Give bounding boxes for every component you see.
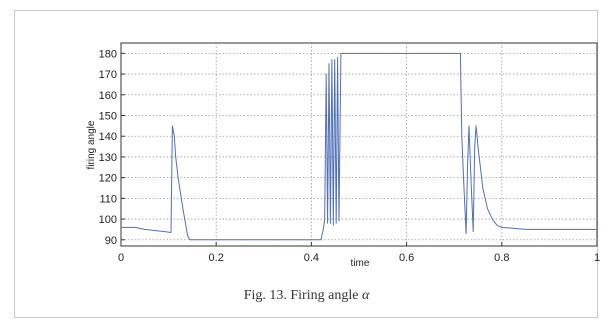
x-tick-label: 0.6 [399, 252, 414, 264]
plot-frame [120, 42, 598, 247]
y-tick-label: 160 [99, 90, 117, 102]
firing-angle-chart: 90 100 110 120 130 140 150 160 170 180 0 0.2 0.4 0.6 0… [86, 42, 600, 269]
x-tick-label: 0 [118, 252, 124, 264]
y-tick-label: 180 [99, 48, 117, 60]
y-tick-label: 110 [99, 193, 117, 205]
plot-area: 90 100 110 120 130 140 150 160 170 180 0 0.2 0.4 0.6 0… [99, 42, 600, 264]
y-tick-label: 90 [105, 235, 117, 247]
y-tick-label: 100 [99, 214, 117, 226]
y-tick-label: 140 [99, 131, 117, 143]
caption-prefix: Fig. 13. Firing angle [243, 288, 362, 303]
x-axis-label: time [351, 258, 370, 269]
y-tick-label: 150 [99, 111, 117, 123]
y-tick-label: 130 [99, 152, 117, 164]
series-line [121, 52, 597, 241]
y-tick-label: 170 [99, 69, 117, 81]
x-tick-label: 1 [594, 252, 600, 264]
figure-caption: Fig. 13. Firing angle α [0, 288, 613, 304]
y-axis-label: firing angle [86, 120, 97, 169]
x-tick-label: 0.4 [304, 252, 319, 264]
x-tick-label: 0.8 [494, 252, 509, 264]
caption-symbol: α [361, 288, 370, 303]
x-tick-label: 0.2 [209, 252, 224, 264]
y-tick-label: 120 [99, 173, 117, 185]
